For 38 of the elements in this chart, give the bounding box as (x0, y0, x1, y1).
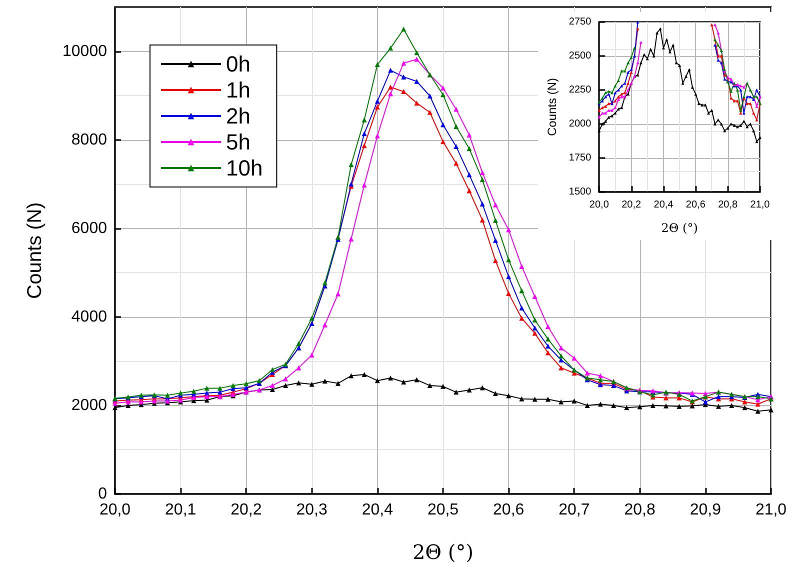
y-tick-label: 1500 (568, 186, 592, 198)
x-tick-label: 20,0 (589, 200, 610, 210)
x-tick-label: 21,0 (750, 200, 770, 210)
x-tick-label: 20,8 (718, 200, 738, 210)
x-tick-label: 20,0 (99, 502, 131, 518)
legend-label: 0h (226, 52, 250, 76)
y-tick-label: 2000 (568, 118, 592, 130)
x-tick-label: 20,4 (654, 200, 674, 210)
y-tick-label: 4000 (71, 308, 108, 326)
x-tick-label: 20,2 (622, 200, 642, 210)
y-tick-label: 8000 (71, 131, 108, 148)
y-tick-label: 0 (98, 486, 108, 502)
y-tick-label: 6000 (71, 220, 108, 237)
x-axis-title: 2Θ (°) (661, 221, 698, 235)
legend-label: 10h (226, 156, 263, 180)
x-tick-label: 20,5 (427, 502, 459, 518)
y-tick-label: 1750 (568, 152, 592, 164)
legend-label: 1h (226, 78, 250, 102)
legend-label: 5h (226, 130, 250, 154)
x-tick-label: 20,7 (558, 502, 590, 518)
y-axis-title: Counts (N) (24, 202, 46, 299)
y-tick-label: 2500 (568, 50, 592, 62)
y-tick-label: 2750 (568, 16, 592, 28)
x-tick-label: 20,4 (362, 502, 394, 518)
y-tick-label: 2000 (71, 396, 108, 414)
y-axis-title: Counts (N) (545, 78, 559, 136)
x-tick-label: 20,6 (493, 502, 524, 518)
x-tick-label: 20,6 (686, 200, 706, 210)
y-tick-label: 2250 (568, 84, 592, 96)
x-tick-label: 21,0 (755, 502, 787, 518)
x-tick-label: 20,8 (624, 502, 656, 518)
x-axis-title: 2Θ (°) (412, 540, 474, 564)
x-tick-label: 20,9 (690, 502, 722, 518)
x-tick-label: 20,2 (230, 502, 262, 518)
x-tick-label: 20,3 (296, 502, 328, 518)
legend-label: 2h (226, 104, 250, 128)
y-tick-label: 10000 (62, 42, 108, 60)
x-tick-label: 20,1 (165, 502, 196, 518)
